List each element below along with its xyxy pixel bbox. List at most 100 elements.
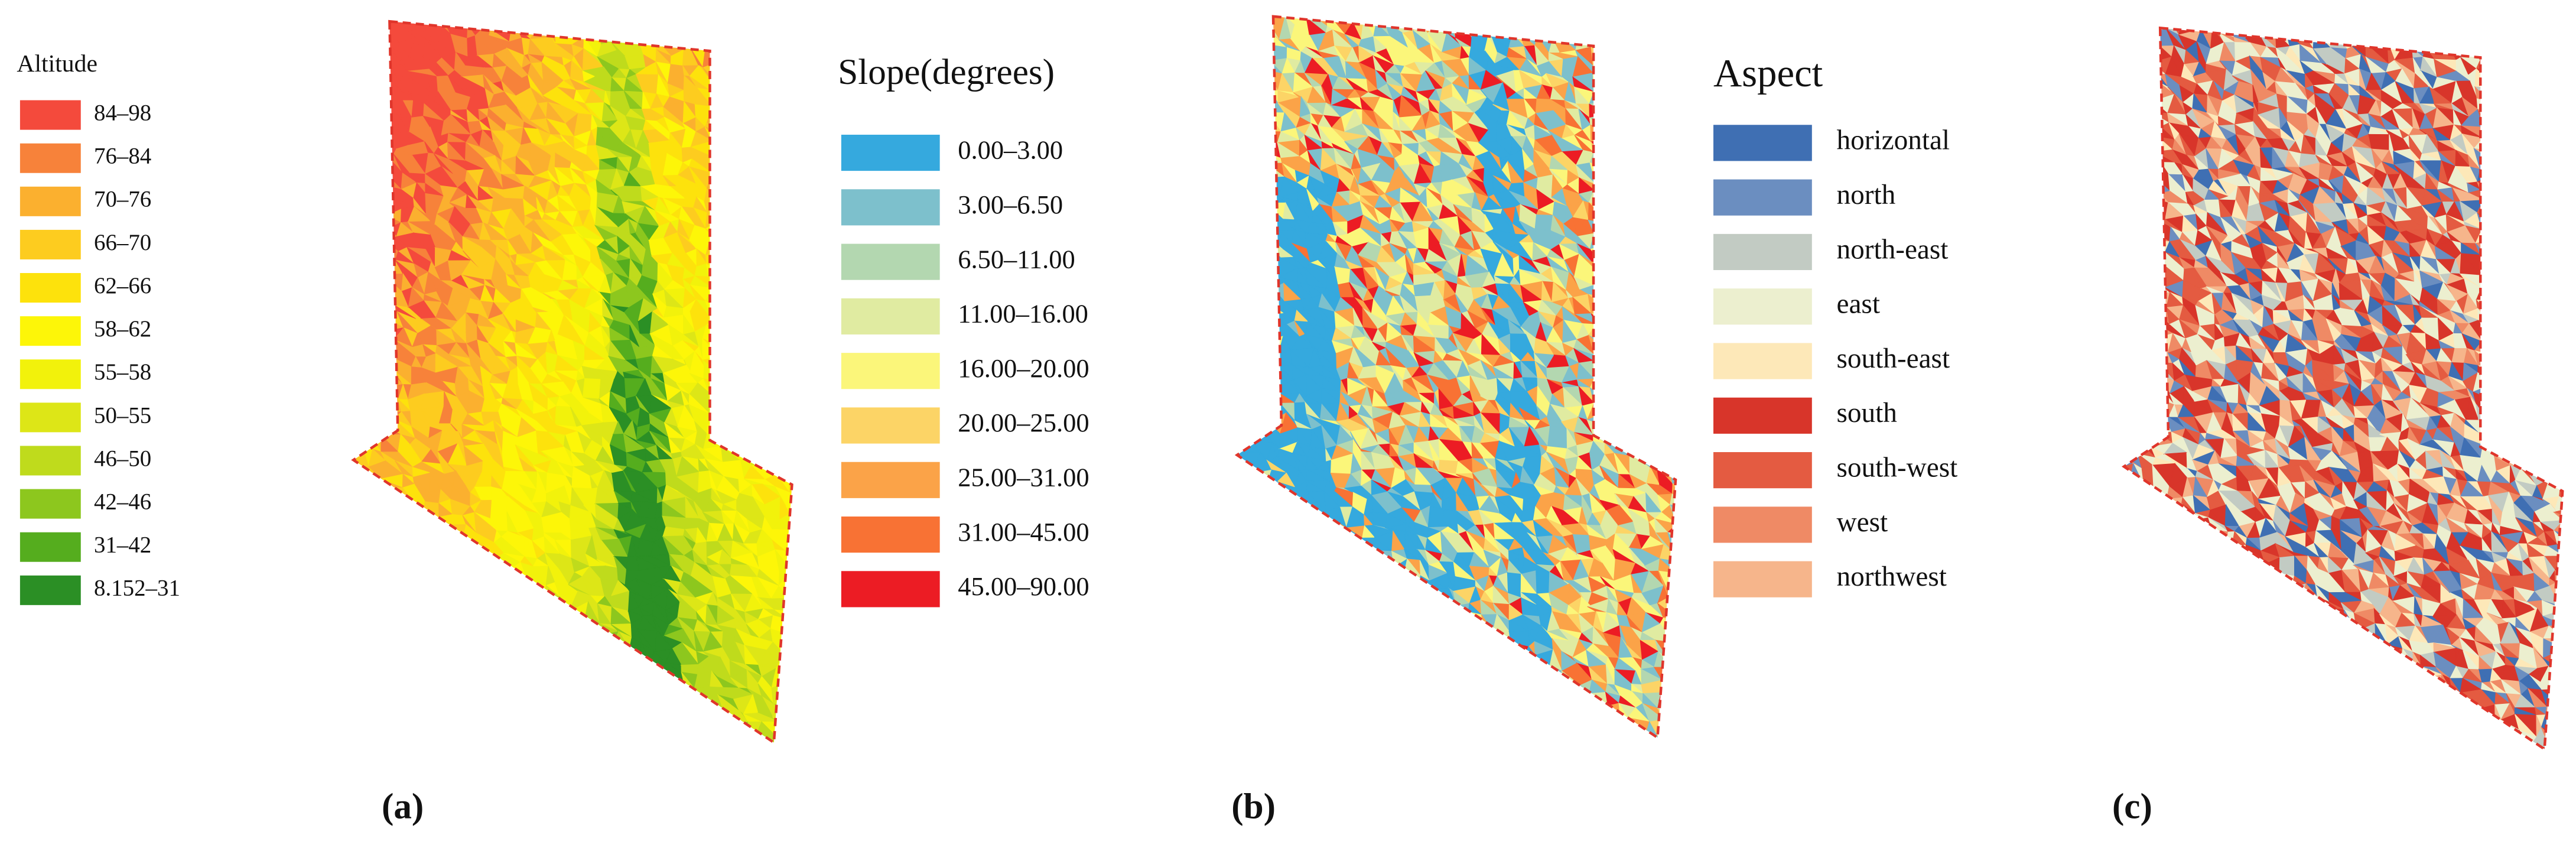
terrain-cell bbox=[1670, 196, 1676, 211]
terrain-cell bbox=[527, 616, 553, 630]
terrain-cell bbox=[776, 356, 792, 373]
terrain-cell bbox=[786, 619, 792, 639]
terrain-cell bbox=[711, 141, 720, 162]
terrain-cell bbox=[376, 232, 388, 251]
terrain-cell bbox=[1247, 202, 1260, 222]
terrain-cell bbox=[354, 409, 376, 427]
terrain-cell bbox=[353, 540, 361, 556]
terrain-cell bbox=[466, 654, 479, 677]
terrain-cell bbox=[535, 649, 551, 665]
terrain-cell bbox=[490, 571, 502, 585]
terrain-cell bbox=[690, 725, 710, 738]
terrain-cell bbox=[353, 74, 358, 97]
terrain-cell bbox=[775, 134, 792, 142]
terrain-cell bbox=[435, 608, 449, 618]
terrain-cell bbox=[717, 221, 731, 241]
terrain-cell bbox=[393, 617, 411, 636]
terrain-cell bbox=[354, 331, 375, 346]
terrain-cell bbox=[718, 159, 741, 175]
terrain-cell bbox=[760, 95, 780, 112]
terrain-cell bbox=[675, 695, 697, 717]
terrain-cell bbox=[370, 617, 391, 638]
terrain-cell bbox=[477, 695, 498, 714]
terrain-cell bbox=[462, 643, 486, 662]
terrain-cell bbox=[793, 734, 806, 748]
terrain-cell bbox=[1592, 72, 1609, 89]
terrain-cell bbox=[746, 370, 766, 383]
terrain-cell bbox=[353, 608, 374, 621]
terrain-cell bbox=[729, 240, 749, 251]
terrain-cell bbox=[1596, 174, 1610, 200]
terrain-cell bbox=[652, 713, 673, 726]
terrain-cell bbox=[1671, 34, 1676, 51]
terrain-cell bbox=[1619, 25, 1629, 40]
terrain-cell bbox=[384, 700, 402, 715]
terrain-cell bbox=[434, 677, 454, 690]
terrain-cell bbox=[748, 340, 763, 355]
terrain-cell bbox=[393, 570, 418, 586]
terrain-cell bbox=[668, 21, 683, 33]
terrain-cell bbox=[591, 21, 604, 32]
terrain-cell bbox=[748, 37, 762, 49]
terrain-cell bbox=[756, 316, 780, 334]
terrain-cell bbox=[423, 564, 445, 585]
terrain-cell bbox=[711, 311, 727, 331]
terrain-cell bbox=[733, 208, 751, 225]
terrain-cell bbox=[415, 673, 430, 684]
terrain-cell bbox=[600, 656, 619, 670]
terrain-cell bbox=[625, 657, 639, 677]
terrain-cell bbox=[357, 356, 373, 369]
terrain-cell bbox=[791, 166, 792, 189]
terrain-cell bbox=[584, 646, 601, 657]
terrain-cell bbox=[1237, 168, 1242, 183]
terrain-cell bbox=[775, 37, 792, 55]
terrain-cell bbox=[1345, 16, 1365, 23]
terrain-cell bbox=[1258, 125, 1267, 141]
terrain-cell bbox=[763, 446, 778, 466]
terrain-cell bbox=[1448, 16, 1453, 24]
terrain-cell bbox=[1644, 30, 1663, 53]
terrain-cell bbox=[747, 135, 765, 150]
terrain-cell bbox=[496, 700, 512, 716]
terrain-cell bbox=[399, 553, 414, 569]
terrain-cell bbox=[549, 686, 561, 699]
terrain-cell bbox=[502, 733, 519, 743]
terrain-cell bbox=[705, 255, 724, 265]
terrain-cell bbox=[422, 563, 445, 585]
terrain-cell bbox=[354, 279, 371, 293]
terrain-cell bbox=[353, 92, 358, 106]
terrain-cell bbox=[732, 74, 753, 97]
terrain-cell bbox=[353, 479, 355, 493]
terrain-cell bbox=[387, 576, 397, 600]
terrain-cell bbox=[760, 288, 779, 306]
terrain-cell bbox=[489, 616, 505, 639]
terrain-cell bbox=[438, 712, 457, 730]
terrain-cell bbox=[1493, 18, 1513, 35]
terrain-cell bbox=[451, 596, 469, 607]
terrain-cell bbox=[412, 564, 424, 578]
terrain-cell bbox=[675, 714, 695, 730]
terrain-cell bbox=[587, 671, 599, 685]
terrain-cell bbox=[500, 571, 516, 586]
terrain-cell bbox=[354, 502, 374, 518]
terrain-cell bbox=[1333, 16, 1354, 24]
terrain-cell bbox=[1616, 127, 1635, 146]
terrain-cell bbox=[571, 636, 591, 648]
terrain-cell bbox=[355, 131, 374, 143]
terrain-cell bbox=[721, 302, 735, 316]
terrain-cell bbox=[1654, 125, 1676, 145]
terrain-cell bbox=[720, 145, 733, 161]
terrain-cell bbox=[784, 141, 792, 157]
terrain-cell bbox=[353, 201, 369, 210]
terrain-cell bbox=[1628, 44, 1647, 64]
terrain-cell bbox=[353, 502, 358, 518]
terrain-cell bbox=[760, 87, 780, 112]
terrain-cell bbox=[752, 118, 766, 135]
terrain-cell bbox=[470, 654, 486, 671]
terrain-cell bbox=[734, 219, 751, 233]
terrain-cell bbox=[429, 642, 444, 661]
terrain-cell bbox=[770, 368, 788, 385]
terrain-cell bbox=[775, 226, 784, 243]
terrain-cell bbox=[502, 724, 519, 735]
terrain-cell bbox=[776, 462, 792, 477]
